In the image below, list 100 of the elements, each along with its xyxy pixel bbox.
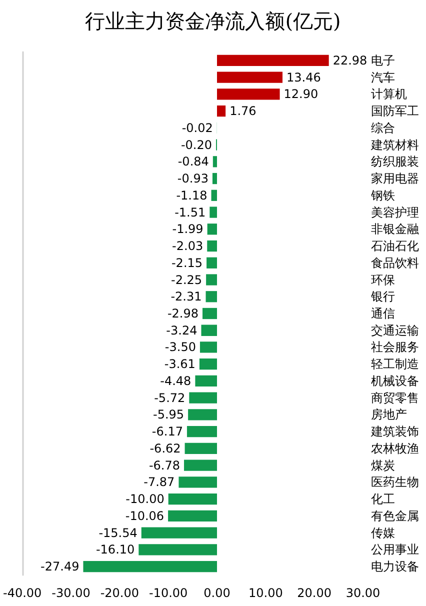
y-tick-label: 汽车 bbox=[371, 70, 395, 84]
x-tick-label: 30.00 bbox=[346, 586, 380, 600]
bar bbox=[207, 240, 218, 252]
data-label: 12.90 bbox=[284, 87, 318, 102]
x-tick-label: -20.00 bbox=[100, 586, 140, 600]
y-tick-label: 社会服务 bbox=[371, 340, 419, 354]
y-tick-label: 国防军工 bbox=[371, 104, 419, 118]
bar bbox=[195, 375, 218, 387]
bar bbox=[217, 54, 329, 66]
bar bbox=[83, 560, 218, 572]
data-label: -16.10 bbox=[96, 542, 135, 557]
data-label: -2.31 bbox=[170, 290, 202, 304]
y-tick-label: 机械设备 bbox=[371, 374, 419, 388]
x-tick-label: 20.00 bbox=[297, 586, 332, 600]
data-label: -4.48 bbox=[160, 374, 192, 388]
y-tick-label: 综合 bbox=[371, 120, 395, 135]
x-tick-label: -30.00 bbox=[52, 586, 90, 600]
x-tick-label: -40.00 bbox=[3, 586, 42, 600]
data-label: -5.72 bbox=[154, 390, 186, 405]
y-tick-label: 化工 bbox=[371, 492, 395, 506]
y-tick-label: 纺织服装 bbox=[371, 154, 419, 169]
y-tick-label: 美容护理 bbox=[371, 205, 419, 220]
y-tick-label: 公用事业 bbox=[371, 542, 419, 557]
data-label: -15.54 bbox=[98, 526, 138, 540]
y-tick-label: 计算机 bbox=[371, 87, 407, 102]
bar bbox=[202, 308, 218, 320]
bar bbox=[184, 442, 218, 454]
y-tick-label: 建筑装饰 bbox=[370, 424, 419, 439]
data-label: -1.51 bbox=[174, 205, 206, 220]
data-label: -1.99 bbox=[172, 222, 204, 236]
bar bbox=[188, 409, 218, 420]
data-label: -6.17 bbox=[152, 424, 183, 439]
data-label: -2.98 bbox=[167, 306, 198, 320]
data-label: -2.25 bbox=[170, 272, 202, 287]
y-tick-label: 家用电器 bbox=[371, 172, 419, 186]
y-tick-label: 通信 bbox=[371, 306, 395, 320]
data-label: -3.24 bbox=[166, 323, 198, 338]
chart-title: 行业主力资金净流入额(亿元) bbox=[85, 9, 341, 33]
data-label: -3.61 bbox=[164, 357, 196, 372]
data-label: -0.20 bbox=[180, 138, 212, 152]
data-label: -6.62 bbox=[150, 441, 181, 456]
y-tick-label: 石油石化 bbox=[371, 239, 419, 254]
x-tick-label: -10.00 bbox=[148, 586, 188, 600]
y-tick-label: 食品饮料 bbox=[371, 256, 419, 270]
data-label: -0.02 bbox=[182, 120, 213, 135]
y-tick-label: 有色金属 bbox=[371, 508, 419, 523]
bar bbox=[217, 88, 280, 100]
data-label: -10.00 bbox=[126, 492, 164, 506]
bar bbox=[211, 190, 218, 201]
bar bbox=[189, 392, 218, 404]
data-label: -10.06 bbox=[125, 508, 164, 523]
y-tick-label: 商贸零售 bbox=[371, 390, 419, 405]
bar bbox=[212, 172, 218, 184]
data-label: -2.03 bbox=[172, 239, 204, 254]
y-tick-label: 银行 bbox=[370, 290, 395, 304]
bar bbox=[201, 324, 218, 336]
x-tick-label: 0.00 bbox=[204, 586, 230, 600]
y-tick-label: 房地产 bbox=[371, 408, 407, 422]
y-tick-label: 非银金融 bbox=[371, 222, 419, 236]
y-tick-label: 环保 bbox=[371, 272, 395, 287]
data-label: 22.98 bbox=[332, 53, 368, 68]
data-label: -0.84 bbox=[178, 154, 209, 169]
bar bbox=[168, 494, 218, 505]
data-label: 1.76 bbox=[230, 104, 256, 118]
y-tick-label: 传媒 bbox=[371, 526, 395, 540]
y-tick-label: 建筑材料 bbox=[370, 138, 419, 152]
bar bbox=[206, 274, 218, 286]
bar bbox=[199, 358, 218, 370]
bar bbox=[168, 510, 218, 522]
bar bbox=[206, 291, 218, 302]
bar bbox=[200, 342, 218, 353]
bar bbox=[212, 156, 218, 168]
bar bbox=[186, 426, 218, 438]
data-label: -3.50 bbox=[164, 340, 196, 354]
y-tick-label: 医药生物 bbox=[371, 475, 419, 490]
data-label: 13.46 bbox=[286, 70, 321, 84]
y-tick-label: 钢铁 bbox=[370, 188, 395, 202]
y-tick-label: 电子 bbox=[371, 53, 395, 68]
bar bbox=[184, 460, 218, 471]
y-tick-label: 轻工制造 bbox=[371, 357, 419, 372]
bar bbox=[217, 105, 226, 117]
data-label: -5.95 bbox=[152, 408, 184, 422]
data-label: -2.15 bbox=[171, 256, 203, 270]
y-tick-label: 交通运输 bbox=[371, 323, 419, 338]
bar bbox=[206, 257, 218, 268]
bar bbox=[217, 72, 283, 83]
y-tick-label: 电力设备 bbox=[371, 560, 419, 574]
data-label: -27.49 bbox=[40, 560, 80, 574]
bar bbox=[138, 544, 218, 556]
bar bbox=[178, 476, 218, 488]
y-tick-label: 农林牧渔 bbox=[371, 441, 419, 456]
bar bbox=[210, 206, 218, 218]
bar bbox=[141, 527, 218, 538]
data-label: -0.93 bbox=[177, 172, 208, 186]
bar bbox=[207, 224, 218, 235]
x-tick-label: 10.00 bbox=[248, 586, 283, 600]
data-label: -1.18 bbox=[176, 188, 208, 202]
data-label: -6.78 bbox=[148, 458, 180, 472]
y-tick-label: 煤炭 bbox=[371, 458, 395, 472]
data-label: -7.87 bbox=[144, 475, 175, 490]
